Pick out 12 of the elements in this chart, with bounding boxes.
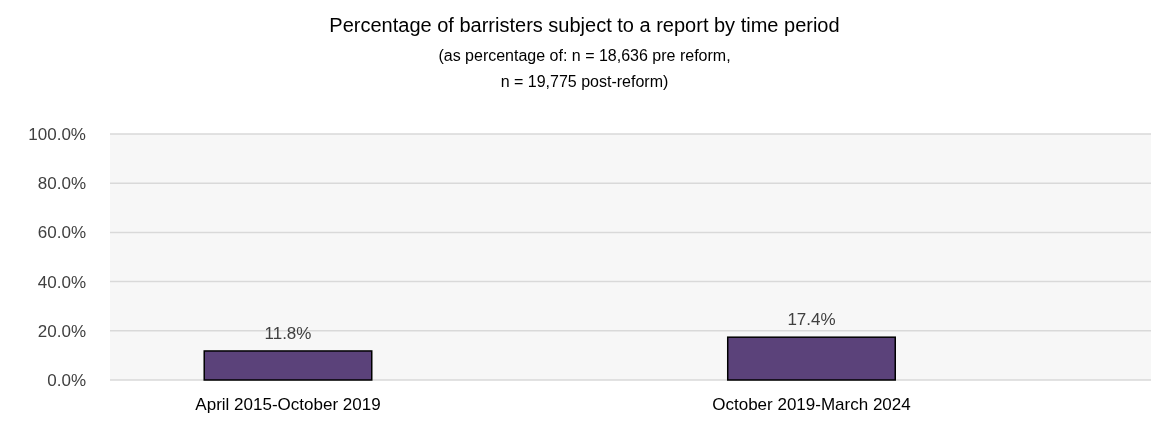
x-tick-label: April 2015-October 2019 xyxy=(195,395,381,414)
y-tick-label: 0.0% xyxy=(47,370,86,390)
y-tick-label: 40.0% xyxy=(37,272,86,292)
y-tick-label: 100.0% xyxy=(28,124,86,144)
chart-subtitle: (as percentage of: n = 18,636 pre reform, n = 19,775 post-reform) xyxy=(438,47,731,90)
y-tick-label: 60.0% xyxy=(37,223,86,243)
y-tick-label: 20.0% xyxy=(37,321,86,341)
data-label: 17.4% xyxy=(787,310,836,330)
chart-title: Percentage of barristers subject to a report by time period xyxy=(329,14,840,36)
data-label: 11.8% xyxy=(264,323,312,343)
x-tick-label: October 2019-March 2024 xyxy=(712,395,911,414)
y-tick-label: 80.0% xyxy=(37,174,86,194)
